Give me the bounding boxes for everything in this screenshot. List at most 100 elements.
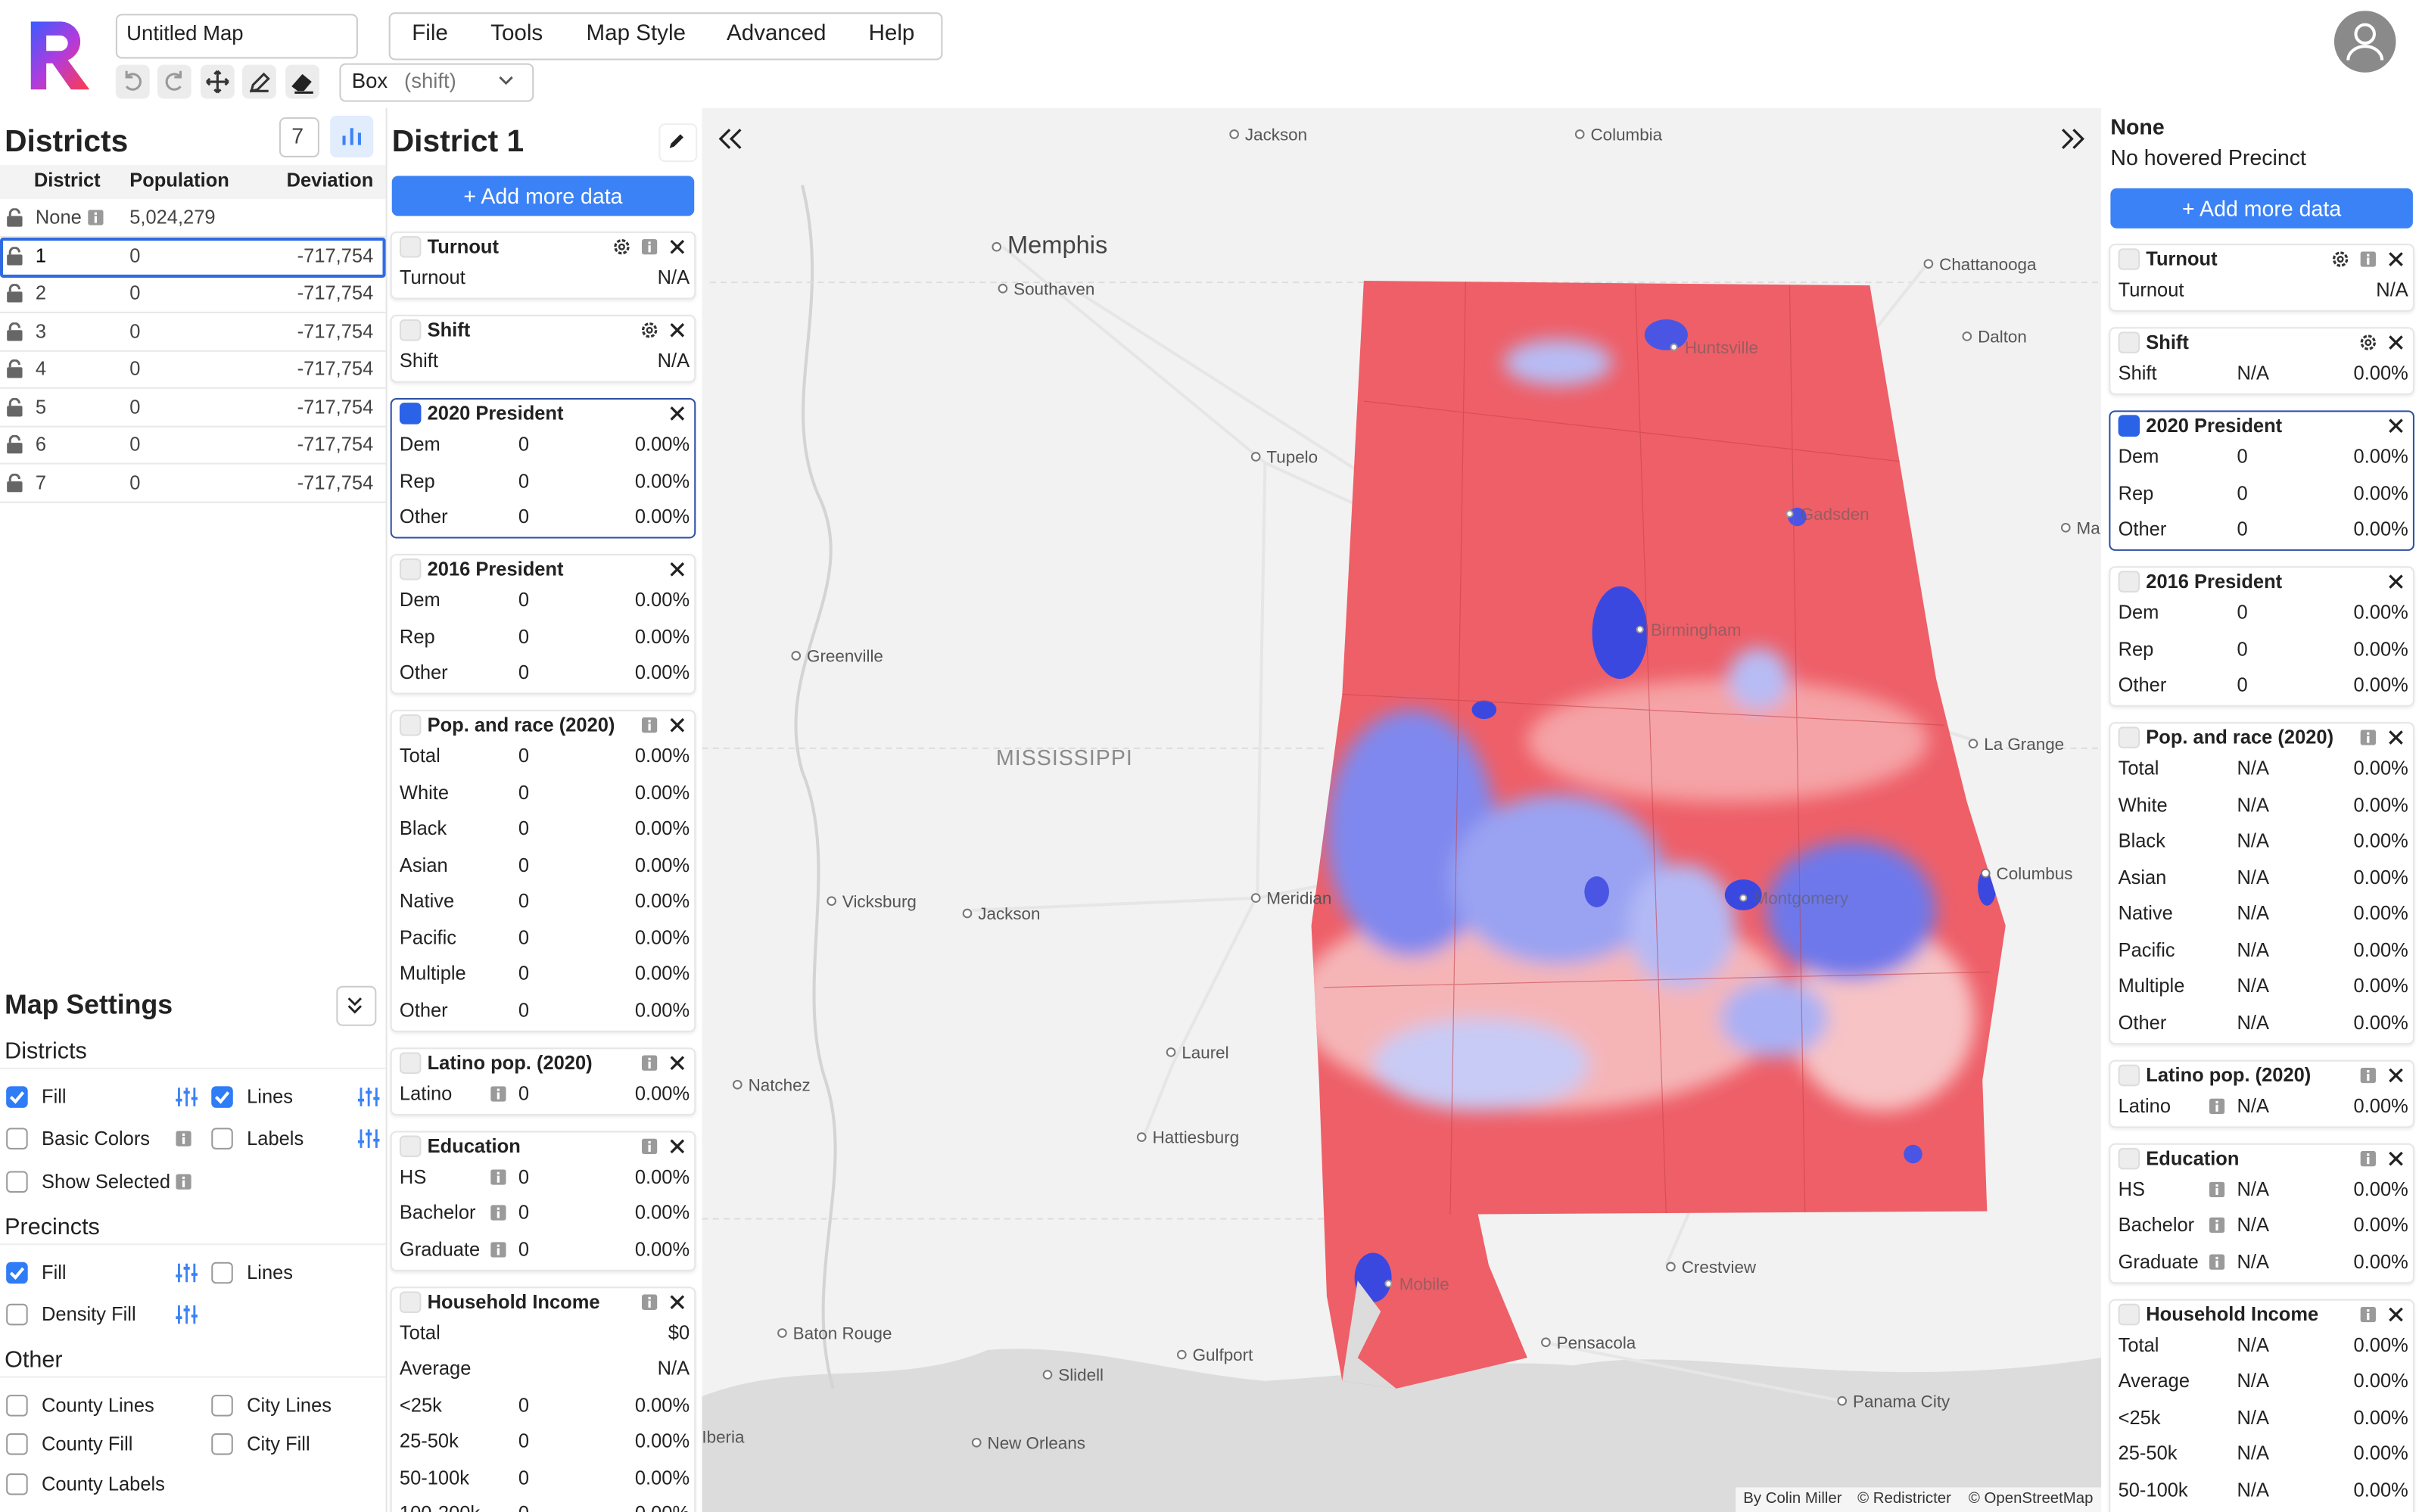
collapse-right[interactable] — [2056, 126, 2087, 151]
add-data-button[interactable]: + Add more data — [391, 176, 695, 216]
avatar[interactable] — [2333, 11, 2396, 73]
close-icon[interactable] — [670, 239, 685, 254]
checkbox[interactable] — [211, 1433, 233, 1456]
map-name-input[interactable] — [115, 14, 358, 59]
lock-icon[interactable] — [6, 245, 23, 265]
menu-item[interactable]: Advanced — [727, 21, 827, 47]
close-icon[interactable] — [2388, 1067, 2403, 1082]
card-toggle[interactable] — [399, 558, 422, 580]
checkbox[interactable] — [6, 1473, 28, 1495]
card-title: 2016 President — [427, 558, 564, 580]
close-icon[interactable] — [2388, 251, 2403, 266]
tune-icon[interactable] — [174, 1086, 199, 1108]
checkbox[interactable] — [6, 1394, 28, 1417]
lock-icon[interactable] — [6, 397, 23, 416]
close-icon[interactable] — [2388, 730, 2403, 745]
card-toggle[interactable] — [399, 1290, 422, 1312]
lock-icon[interactable] — [6, 283, 23, 303]
card-toggle[interactable] — [399, 1051, 422, 1073]
menu-item[interactable]: Tools — [490, 21, 543, 47]
tool-select[interactable] — [339, 63, 534, 102]
info-icon[interactable] — [641, 717, 658, 733]
card-toggle[interactable] — [2118, 1146, 2140, 1169]
settings-collapse[interactable] — [336, 985, 377, 1026]
menu-item[interactable]: Help — [868, 21, 915, 47]
lock-icon[interactable] — [6, 472, 23, 492]
info-icon[interactable] — [2360, 1305, 2376, 1322]
menu-item[interactable]: Map Style — [586, 21, 686, 47]
info-icon[interactable] — [2360, 730, 2376, 745]
card-toggle[interactable] — [399, 235, 422, 258]
card-toggle[interactable] — [2118, 1063, 2140, 1086]
close-icon[interactable] — [670, 406, 685, 421]
icon-part — [7, 207, 23, 227]
map[interactable]: Jackson Columbia Memphis Southaven Chattanoo… — [702, 107, 2102, 1512]
tune-icon[interactable] — [174, 1262, 199, 1283]
checkbox[interactable] — [6, 1261, 28, 1283]
icon-part — [648, 720, 651, 723]
edit-button[interactable] — [658, 123, 698, 163]
info-icon[interactable] — [641, 1054, 658, 1070]
info-icon[interactable] — [2360, 1066, 2376, 1083]
add-data-button[interactable]: + Add more data — [2110, 188, 2413, 229]
close-icon[interactable] — [670, 717, 685, 733]
card-toggle[interactable] — [2118, 248, 2140, 270]
info-icon[interactable] — [641, 1293, 658, 1309]
close-icon[interactable] — [2388, 574, 2403, 589]
card-toggle[interactable] — [2118, 415, 2140, 437]
panel-title: District 1 — [391, 125, 525, 159]
row-value: N/A — [657, 266, 690, 289]
close-icon[interactable] — [670, 322, 685, 338]
lock-icon[interactable] — [6, 321, 23, 341]
map-label: Birmingham — [1651, 621, 1742, 639]
info-icon[interactable] — [2360, 1150, 2376, 1166]
card-toggle[interactable] — [2118, 571, 2140, 593]
card-toggle[interactable] — [399, 1134, 422, 1157]
checkbox[interactable] — [211, 1128, 233, 1150]
card-toggle[interactable] — [399, 403, 422, 425]
gear-icon[interactable] — [640, 321, 658, 339]
checkbox[interactable] — [211, 1261, 233, 1283]
close-icon[interactable] — [2388, 334, 2403, 350]
icon-part — [8, 283, 21, 292]
lock-icon[interactable] — [6, 434, 23, 454]
checkbox[interactable] — [211, 1086, 233, 1108]
row-value: 0 — [518, 926, 530, 948]
info-icon[interactable] — [641, 1137, 658, 1154]
checkbox[interactable] — [6, 1433, 28, 1456]
checkbox[interactable] — [211, 1394, 233, 1417]
tune-icon[interactable] — [174, 1304, 199, 1326]
gear-icon[interactable] — [2359, 333, 2377, 351]
checkbox[interactable] — [6, 1170, 28, 1193]
card-toggle[interactable] — [2118, 726, 2140, 748]
close-icon[interactable] — [670, 562, 685, 577]
card-toggle[interactable] — [2118, 1302, 2140, 1325]
checkbox[interactable] — [6, 1086, 28, 1108]
info-icon[interactable] — [641, 239, 658, 255]
collapse-left[interactable] — [716, 126, 747, 151]
row-label: HS — [399, 1165, 427, 1187]
close-icon[interactable] — [2388, 1150, 2403, 1165]
tune-icon[interactable] — [356, 1128, 381, 1150]
info-icon[interactable] — [2360, 251, 2376, 267]
card-toggle[interactable] — [399, 714, 422, 736]
menu-item[interactable]: File — [412, 21, 448, 47]
gear-icon[interactable] — [612, 238, 630, 256]
close-icon[interactable] — [670, 1294, 685, 1309]
district-name: None — [35, 207, 82, 229]
gear-icon[interactable] — [2331, 250, 2349, 268]
close-icon[interactable] — [2388, 418, 2403, 434]
tune-icon[interactable] — [356, 1086, 381, 1108]
card-toggle[interactable] — [399, 319, 422, 341]
close-icon[interactable] — [670, 1138, 685, 1153]
lock-icon[interactable] — [6, 359, 23, 378]
lock-icon[interactable] — [6, 207, 23, 227]
row-percent: 0.00% — [634, 890, 690, 912]
card-toggle[interactable] — [2118, 331, 2140, 353]
district-name: 1 — [35, 244, 47, 266]
checkbox[interactable] — [6, 1303, 28, 1326]
close-icon[interactable] — [670, 1055, 685, 1070]
checkbox[interactable] — [6, 1128, 28, 1150]
district-count-button[interactable] — [279, 117, 319, 157]
close-icon[interactable] — [2388, 1306, 2403, 1321]
